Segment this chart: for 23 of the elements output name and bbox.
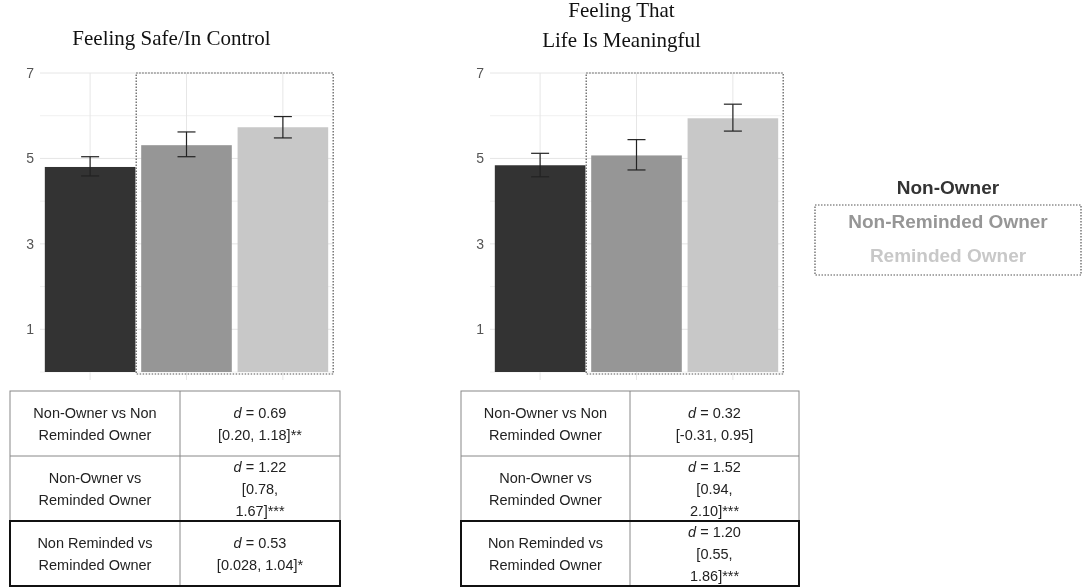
- text: Non-Owner vs Non Reminded Owner: [33, 404, 157, 443]
- text: Non-Owner vs Reminded Owner: [489, 469, 603, 508]
- y-tick-label: 7: [476, 64, 485, 81]
- text: Non-Reminded Owner: [848, 210, 1049, 232]
- y-tick-label: 1: [476, 321, 485, 338]
- text: d = 0.69 [0.20, 1.18]**: [218, 404, 303, 443]
- text: d = 0.32 [-0.31, 0.95]: [675, 404, 754, 443]
- text: d = 0.53 [0.028, 1.04]*: [216, 534, 304, 573]
- text: Non Reminded vs Reminded Owner: [37, 534, 153, 573]
- text: Non-Owner: [896, 176, 1000, 198]
- y-tick-label: 3: [26, 235, 35, 252]
- y-tick-label: 5: [476, 150, 485, 167]
- y-tick-label: 5: [26, 150, 35, 167]
- y-tick-label: 7: [26, 64, 35, 81]
- y-tick-label: 1: [26, 321, 35, 338]
- text: Non-Owner vs Reminded Owner: [38, 469, 152, 508]
- chart-title: Feeling That Life Is Meaningful: [542, 0, 701, 52]
- text: d = 1.22 [0.78, 1.67]***: [233, 458, 287, 519]
- chart-title: Feeling Safe/In Control: [72, 26, 271, 50]
- text: Non-Owner vs Non Reminded Owner: [483, 404, 608, 443]
- text: d = 1.20 [0.55, 1.86]***: [688, 523, 741, 584]
- y-tick-label: 3: [476, 235, 485, 252]
- text: Non Reminded vs Reminded Owner: [487, 534, 604, 573]
